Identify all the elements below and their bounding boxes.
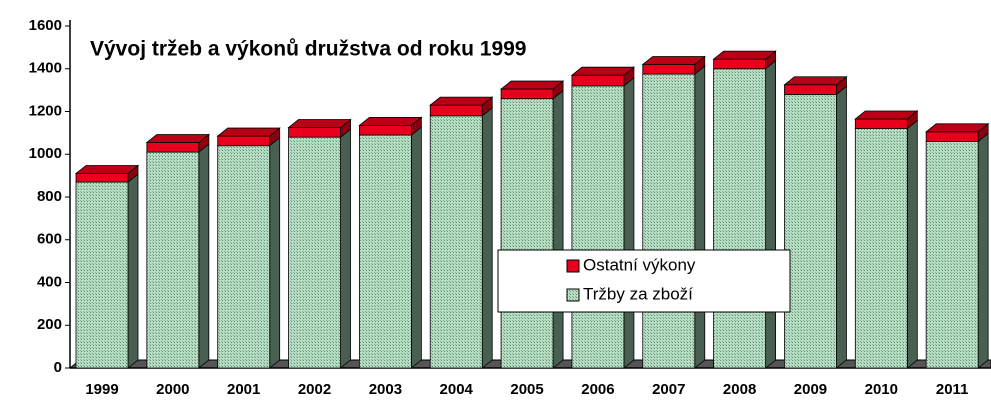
y-tick-label: 200 <box>37 316 62 333</box>
y-tick-label: 1600 <box>29 17 62 34</box>
bar-side <box>198 143 210 369</box>
bar-top <box>429 96 494 106</box>
bar-side <box>836 85 847 369</box>
bar-top <box>641 56 706 65</box>
chart-title: Vývoj tržeb a výkonů družstva od roku 19… <box>90 38 526 61</box>
bar-top <box>712 50 777 60</box>
y-tick-label: 600 <box>37 231 62 248</box>
bar <box>217 135 271 147</box>
bar <box>642 73 696 369</box>
bar <box>429 104 483 117</box>
bar-top <box>358 116 423 126</box>
bar-side <box>410 126 422 369</box>
bar-side <box>340 128 351 369</box>
bar-side <box>906 119 918 369</box>
x-tick-label: 2007 <box>652 381 685 398</box>
bar <box>500 88 554 100</box>
bar-top <box>499 80 565 90</box>
legend-swatch <box>566 288 580 302</box>
bar-side <box>765 59 777 369</box>
bar <box>358 124 412 136</box>
bar <box>854 128 908 369</box>
legend-label: Tržby za zboží <box>583 284 693 303</box>
bar <box>571 74 625 87</box>
bar <box>217 145 271 369</box>
y-tick-label: 1000 <box>29 145 62 162</box>
bar <box>75 181 129 369</box>
x-tick-label: 2003 <box>369 381 402 398</box>
x-tick-label: 2005 <box>510 381 543 398</box>
legend-label: Ostatní výkony <box>583 255 696 274</box>
bar-top <box>287 119 352 128</box>
x-tick-label: 1999 <box>85 381 118 398</box>
bar <box>75 173 129 183</box>
bar-top <box>570 66 636 76</box>
bar <box>713 58 767 70</box>
x-tick-label: 2002 <box>298 381 331 398</box>
bar <box>500 98 554 369</box>
bar <box>642 64 696 75</box>
legend <box>497 249 791 313</box>
bar-top <box>216 127 281 137</box>
bar-side <box>481 106 493 369</box>
x-tick-label: 2010 <box>865 381 898 398</box>
y-tick-label: 1200 <box>29 102 62 119</box>
x-tick-label: 2001 <box>227 381 260 398</box>
x-tick-label: 2009 <box>794 381 827 398</box>
bar-top <box>925 123 990 133</box>
bar-side <box>977 132 989 369</box>
legend-swatch <box>566 259 580 273</box>
bar <box>146 151 200 369</box>
bar-top <box>74 165 140 174</box>
x-tick-label: 2006 <box>581 381 614 398</box>
bar <box>571 85 625 369</box>
bar-side <box>552 89 564 369</box>
x-tick-label: 2011 <box>936 381 969 398</box>
bar-top <box>854 110 919 120</box>
bar-side <box>269 136 281 369</box>
bar-top <box>783 76 848 86</box>
bar-side <box>623 77 635 369</box>
bar-side <box>127 173 139 369</box>
bar <box>146 142 200 153</box>
bar <box>358 134 412 369</box>
bar-top <box>145 134 210 143</box>
y-tick-label: 0 <box>54 359 62 376</box>
bar <box>854 118 908 129</box>
y-tick-label: 400 <box>37 273 62 290</box>
bar <box>288 136 341 369</box>
bar <box>784 84 837 95</box>
bar-side <box>694 65 706 369</box>
bar <box>925 141 979 369</box>
x-tick-label: 2004 <box>440 381 474 398</box>
bar <box>784 94 837 369</box>
y-tick-label: 800 <box>37 188 62 205</box>
bar <box>713 68 767 369</box>
x-tick-label: 2008 <box>723 381 756 398</box>
bar <box>429 115 483 369</box>
bar <box>288 127 341 138</box>
y-tick-label: 1400 <box>29 60 62 77</box>
bar <box>925 131 979 142</box>
x-tick-label: 2000 <box>156 381 189 398</box>
